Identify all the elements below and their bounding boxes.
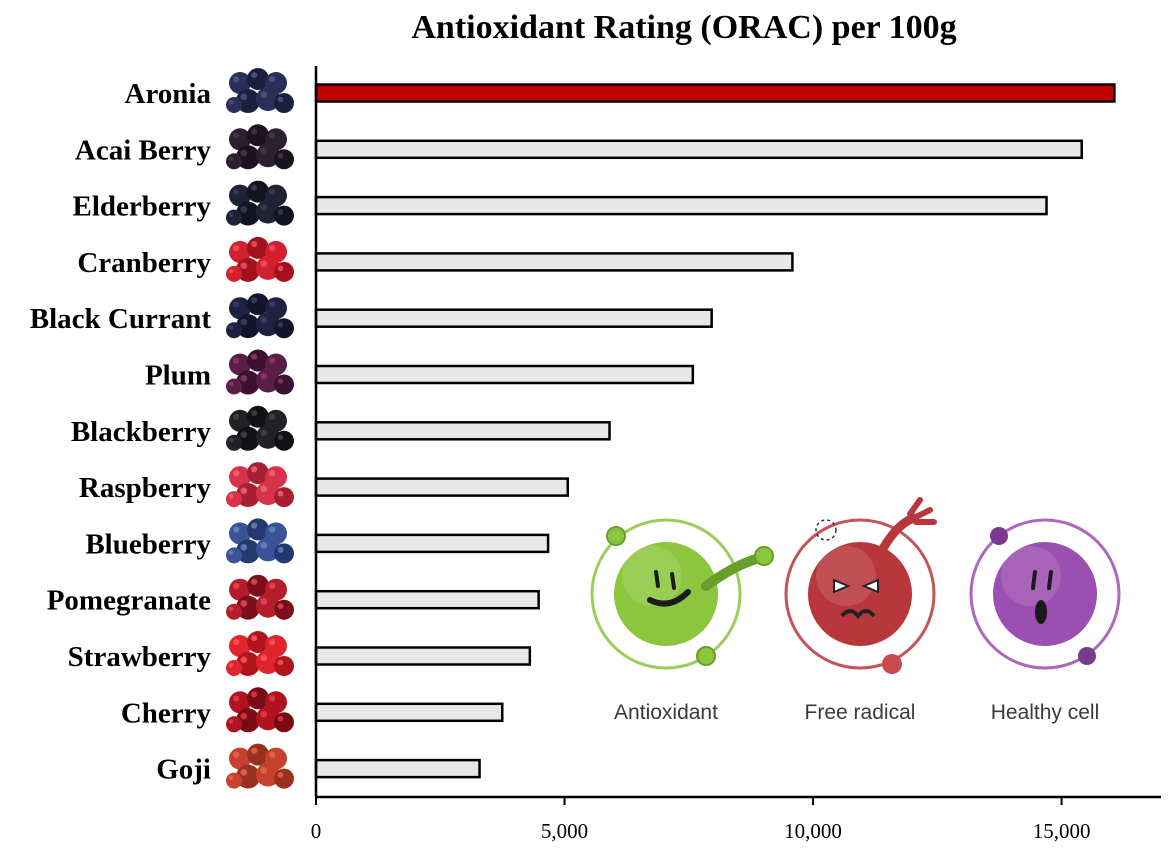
elderberry-icon xyxy=(226,180,294,226)
bar-blueberry xyxy=(314,533,550,554)
fruit-icons xyxy=(226,68,294,789)
pomegranate-icon xyxy=(226,574,294,620)
bar-aronia xyxy=(314,83,1116,103)
bar-plum xyxy=(314,364,695,385)
bar-black-currant xyxy=(314,308,713,328)
category-label: Black Currant xyxy=(30,303,212,335)
black-currant-icon xyxy=(226,293,294,339)
bar-goji xyxy=(314,758,481,779)
bars xyxy=(314,83,1116,779)
x-tick-label: 5,000 xyxy=(541,819,588,843)
x-tick-label: 15,000 xyxy=(1033,819,1091,843)
x-tick-label: 0 xyxy=(311,819,322,843)
category-label: Plum xyxy=(145,360,211,392)
healthy-cell-icon xyxy=(993,542,1097,646)
category-label: Pomegranate xyxy=(47,585,211,617)
acai-berry-icon xyxy=(226,124,294,170)
category-label: Cranberry xyxy=(77,247,211,279)
x-tick-label: 10,000 xyxy=(784,819,842,843)
chart-title: Antioxidant Rating (ORAC) per 100g xyxy=(411,9,956,46)
category-label: Raspberry xyxy=(79,472,212,504)
legend-label: Free radical xyxy=(805,701,916,724)
legend-item-healthy-cell: Healthy cell xyxy=(969,518,1121,724)
goji-icon xyxy=(226,743,294,789)
bar-elderberry xyxy=(314,195,1048,216)
bar-blackberry xyxy=(314,421,611,441)
legend-label: Healthy cell xyxy=(991,701,1100,724)
legend: Antioxidant Free radical Healthy cell xyxy=(590,497,1121,724)
category-labels: Aronia Acai Berry Elderberry Cranberry Black… xyxy=(30,78,212,786)
legend-label: Antioxidant xyxy=(614,701,718,724)
bar-cherry xyxy=(314,702,504,723)
aronia-icon xyxy=(226,68,294,113)
bar-acai-berry xyxy=(314,139,1083,160)
bar-raspberry xyxy=(314,477,570,497)
x-ticks: 0 5,000 10,000 15,000 xyxy=(311,797,1091,843)
orbit-ring xyxy=(590,518,742,670)
category-label: Blackberry xyxy=(71,416,212,448)
orbit-ring xyxy=(784,518,936,670)
bar-cranberry xyxy=(314,252,794,272)
category-label: Goji xyxy=(156,754,211,786)
legend-item-antioxidant: Antioxidant xyxy=(590,518,774,724)
category-label: Acai Berry xyxy=(75,134,212,166)
cranberry-icon xyxy=(226,236,294,282)
bar-strawberry xyxy=(314,646,532,666)
axes xyxy=(314,66,1161,799)
cherry-icon xyxy=(226,687,294,733)
free-radical-icon xyxy=(808,542,912,646)
blueberry-icon xyxy=(226,518,294,564)
raspberry-icon xyxy=(226,462,294,508)
blackberry-icon xyxy=(226,405,294,451)
strawberry-icon xyxy=(226,631,294,676)
antioxidant-icon xyxy=(614,542,718,646)
category-label: Strawberry xyxy=(68,641,212,673)
orbit-ring xyxy=(969,518,1121,670)
category-label: Cherry xyxy=(121,697,212,729)
legend-item-free-radical: Free radical xyxy=(784,497,937,724)
category-label: Elderberry xyxy=(72,191,211,223)
bar-pomegranate xyxy=(314,589,540,610)
category-label: Blueberry xyxy=(85,528,211,560)
category-label: Aronia xyxy=(125,78,212,110)
plum-icon xyxy=(226,349,294,395)
